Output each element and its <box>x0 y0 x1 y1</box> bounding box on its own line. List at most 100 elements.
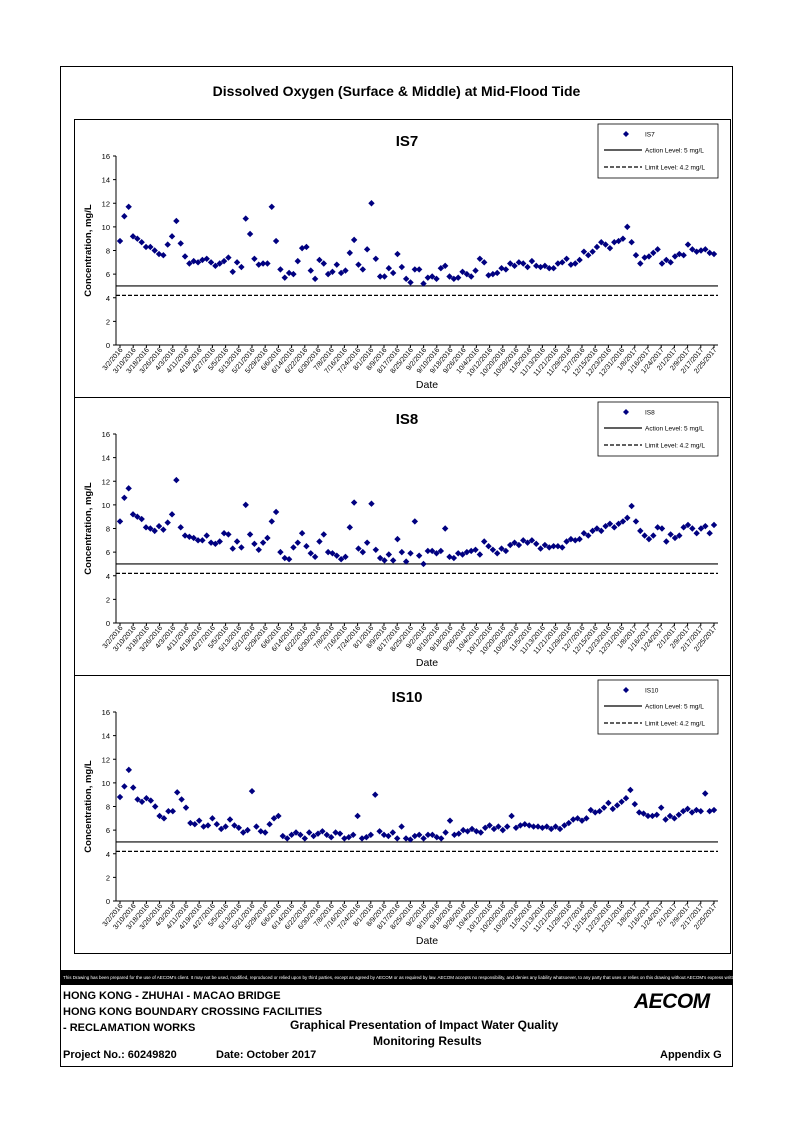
data-point-is10 <box>420 835 427 842</box>
data-point-is8 <box>611 524 618 531</box>
data-point-is8 <box>624 514 631 522</box>
data-point-is8 <box>311 553 319 561</box>
data-point-is10 <box>310 832 317 840</box>
data-point-is7 <box>355 261 362 268</box>
data-point-is8 <box>350 499 358 506</box>
data-point-is7 <box>376 273 384 280</box>
y-axis-label: Concentration, mg/L <box>83 760 94 853</box>
data-point-is7 <box>164 241 171 248</box>
data-point-is10 <box>534 823 542 830</box>
data-point-is8 <box>550 543 557 550</box>
data-point-is10 <box>213 821 220 828</box>
y-tick-label: 0 <box>106 619 110 628</box>
data-point-is10 <box>605 799 612 807</box>
legend-series-label: IS10 <box>645 688 659 695</box>
x-axis-label: Date <box>416 379 438 391</box>
data-point-is7 <box>467 273 475 280</box>
data-point-is7 <box>528 257 536 265</box>
data-point-is10 <box>578 817 586 824</box>
data-point-is8 <box>121 494 128 501</box>
data-point-is7 <box>381 273 388 280</box>
data-point-is7 <box>624 223 631 231</box>
data-point-is7 <box>220 257 228 265</box>
data-point-is7 <box>134 235 141 242</box>
data-point-is10 <box>169 808 176 815</box>
data-point-is10 <box>354 812 361 820</box>
data-point-is10 <box>323 831 330 839</box>
main-title: Dissolved Oxygen (Surface & Middle) at M… <box>212 83 581 99</box>
data-point-is8 <box>246 531 254 538</box>
data-point-is8 <box>346 524 353 531</box>
data-point-is8 <box>494 550 501 557</box>
data-point-is10 <box>376 828 383 835</box>
project-line-3: - RECLAMATION WORKS <box>63 1022 196 1034</box>
data-point-is8 <box>650 532 657 539</box>
legend-marker <box>623 131 629 137</box>
data-point-is10 <box>688 809 696 816</box>
data-point-is7 <box>142 243 150 251</box>
data-point-is10 <box>196 817 203 824</box>
project-number: Project No.: 60249820 <box>63 1049 177 1061</box>
legend-series-label: IS7 <box>645 132 655 139</box>
data-point-is7 <box>693 248 700 255</box>
data-point-is8 <box>632 518 640 525</box>
data-point-is7 <box>246 230 254 238</box>
data-point-is8 <box>277 548 284 556</box>
data-point-is8 <box>476 551 484 558</box>
data-point-is7 <box>251 255 258 262</box>
data-point-is10 <box>618 798 625 805</box>
data-point-is7 <box>615 237 622 245</box>
data-point-is8 <box>598 527 605 535</box>
y-tick-label: 12 <box>102 199 110 208</box>
data-point-is10 <box>358 835 366 842</box>
data-point-is7 <box>641 254 648 261</box>
data-point-is8 <box>320 531 327 538</box>
y-tick-label: 10 <box>102 501 110 510</box>
data-point-is8 <box>706 530 713 537</box>
data-point-is8 <box>628 502 635 510</box>
data-point-is7 <box>242 215 249 222</box>
data-point-is7 <box>268 203 275 210</box>
data-point-is7 <box>290 270 297 278</box>
data-point-is10 <box>570 816 577 823</box>
data-point-is8 <box>294 539 301 546</box>
y-tick-label: 6 <box>106 826 110 835</box>
data-point-is7 <box>264 260 271 267</box>
data-point-is7 <box>507 260 514 267</box>
data-point-is7 <box>437 265 445 272</box>
legend-box <box>597 401 719 457</box>
data-point-is8 <box>415 552 423 559</box>
data-point-is10 <box>200 823 207 830</box>
data-point-is7 <box>602 241 609 248</box>
data-point-is10 <box>539 824 546 831</box>
data-point-is8 <box>242 501 249 509</box>
data-point-is10 <box>662 816 669 823</box>
data-point-is10 <box>499 826 506 834</box>
data-point-is7 <box>494 269 501 277</box>
data-point-is8 <box>372 546 380 553</box>
y-tick-label: 2 <box>106 317 110 326</box>
data-point-is8 <box>264 534 271 542</box>
data-point-is10 <box>596 808 603 815</box>
data-point-is10 <box>187 819 194 827</box>
data-point-is7 <box>580 248 588 255</box>
y-tick-label: 16 <box>102 708 110 717</box>
data-point-is8 <box>420 560 427 568</box>
data-point-is10 <box>574 815 581 822</box>
y-tick-label: 4 <box>106 294 110 303</box>
data-point-is7 <box>654 246 661 253</box>
data-point-is7 <box>684 241 692 248</box>
appendix-label: Appendix G <box>660 1049 722 1061</box>
data-point-is10 <box>160 815 168 822</box>
data-point-is8 <box>645 535 653 543</box>
y-tick-label: 8 <box>106 525 110 534</box>
data-point-is7 <box>428 273 436 280</box>
data-point-is10 <box>389 829 396 836</box>
data-point-is8 <box>537 545 544 552</box>
data-point-is7 <box>667 259 674 266</box>
data-point-is8 <box>173 476 180 484</box>
data-point-is8 <box>251 540 258 548</box>
y-tick-label: 12 <box>102 755 110 764</box>
data-point-is7 <box>316 256 323 264</box>
